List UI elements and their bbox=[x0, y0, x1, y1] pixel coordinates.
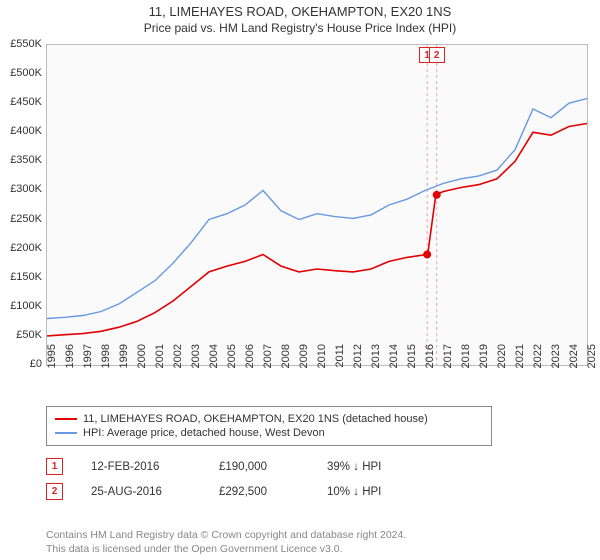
plot-area: 12 bbox=[46, 44, 588, 366]
y-axis-label: £550K bbox=[0, 38, 42, 50]
sale-marker: 1 bbox=[46, 458, 63, 475]
legend-label: 11, LIMEHAYES ROAD, OKEHAMPTON, EX20 1NS… bbox=[83, 413, 428, 425]
legend-item-hpi: HPI: Average price, detached house, West… bbox=[55, 427, 483, 439]
sale-date: 12-FEB-2016 bbox=[91, 461, 191, 473]
sales-table: 1 12-FEB-2016 £190,000 39% ↓ HPI 2 25-AU… bbox=[46, 452, 586, 506]
plot-svg bbox=[47, 45, 587, 365]
legend-swatch bbox=[55, 432, 77, 434]
sale-marker: 2 bbox=[46, 483, 63, 500]
footer-line2: This data is licensed under the Open Gov… bbox=[46, 542, 406, 556]
footer-line1: Contains HM Land Registry data © Crown c… bbox=[46, 528, 406, 542]
y-axis-label: £450K bbox=[0, 96, 42, 108]
x-axis-label: 2025 bbox=[586, 344, 600, 384]
legend-item-property: 11, LIMEHAYES ROAD, OKEHAMPTON, EX20 1NS… bbox=[55, 413, 483, 425]
legend: 11, LIMEHAYES ROAD, OKEHAMPTON, EX20 1NS… bbox=[46, 406, 492, 446]
y-axis-label: £350K bbox=[0, 154, 42, 166]
sale-row: 2 25-AUG-2016 £292,500 10% ↓ HPI bbox=[46, 481, 586, 502]
sale-row: 1 12-FEB-2016 £190,000 39% ↓ HPI bbox=[46, 456, 586, 477]
footer: Contains HM Land Registry data © Crown c… bbox=[46, 528, 406, 556]
legend-swatch bbox=[55, 418, 77, 420]
legend-label: HPI: Average price, detached house, West… bbox=[83, 427, 325, 439]
y-axis-label: £200K bbox=[0, 242, 42, 254]
chart-sale-annotation: 2 bbox=[429, 47, 445, 63]
chart-title: 11, LIMEHAYES ROAD, OKEHAMPTON, EX20 1NS bbox=[0, 0, 600, 19]
plot-outer: 12 £0 £50K £100K £150K £200K £250K £300K £350K £… bbox=[0, 44, 600, 394]
y-axis-label: £150K bbox=[0, 271, 42, 283]
sale-price: £292,500 bbox=[219, 486, 299, 498]
y-axis-label: £500K bbox=[0, 67, 42, 79]
y-axis-label: £0 bbox=[0, 358, 42, 370]
sale-pct: 39% ↓ HPI bbox=[327, 461, 381, 473]
chart-subtitle: Price paid vs. HM Land Registry's House … bbox=[0, 19, 600, 35]
y-axis-label: £300K bbox=[0, 183, 42, 195]
y-axis-label: £100K bbox=[0, 300, 42, 312]
chart-container: 11, LIMEHAYES ROAD, OKEHAMPTON, EX20 1NS… bbox=[0, 0, 600, 560]
y-axis-label: £50K bbox=[0, 329, 42, 341]
y-axis-label: £400K bbox=[0, 125, 42, 137]
sale-pct: 10% ↓ HPI bbox=[327, 486, 381, 498]
sale-price: £190,000 bbox=[219, 461, 299, 473]
y-axis-label: £250K bbox=[0, 213, 42, 225]
sale-date: 25-AUG-2016 bbox=[91, 486, 191, 498]
